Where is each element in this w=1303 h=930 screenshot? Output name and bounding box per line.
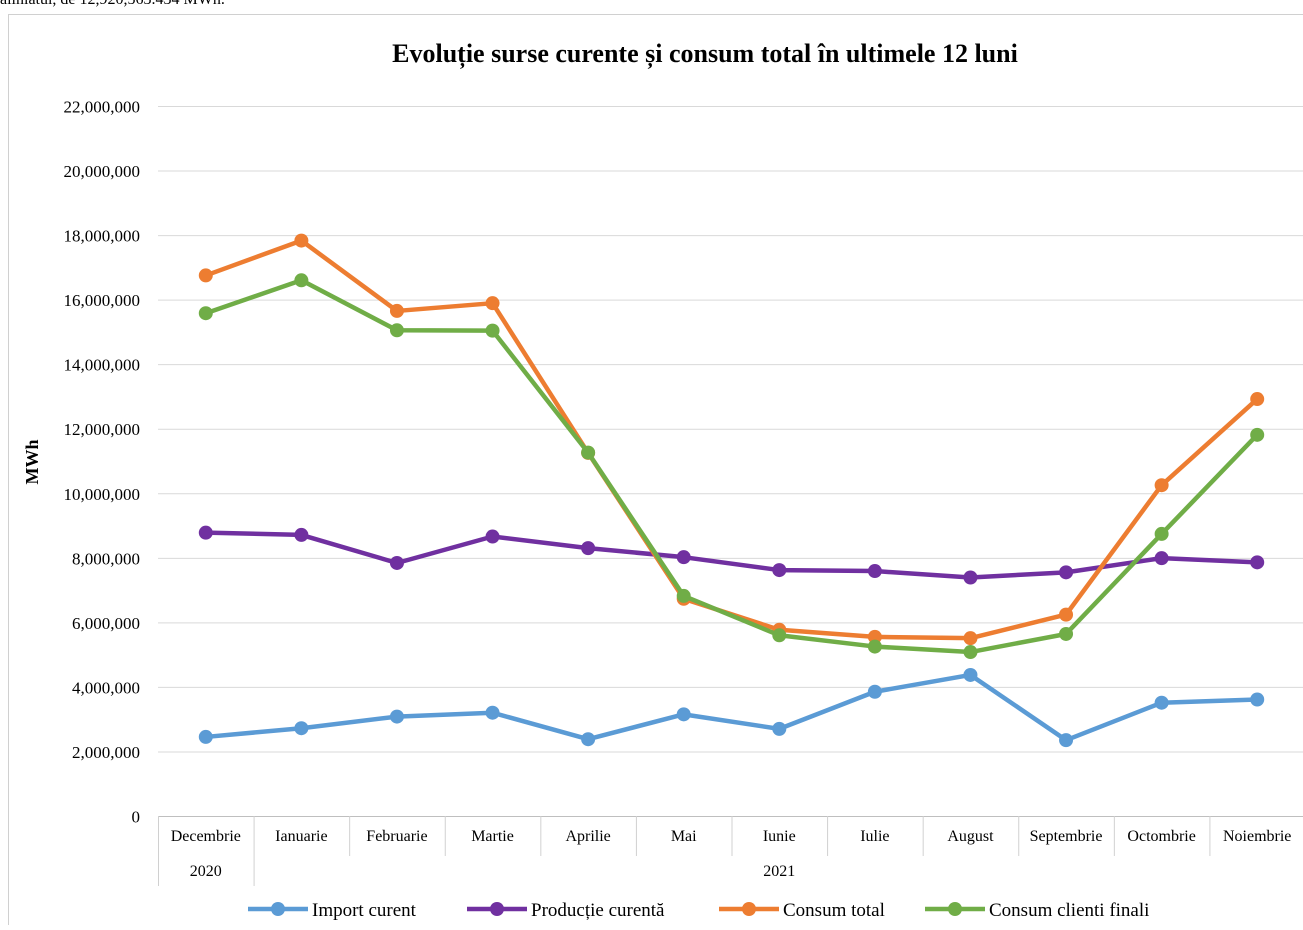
legend-label: Producție curentă bbox=[531, 900, 665, 921]
y-tick-label: 6,000,000 bbox=[72, 614, 140, 633]
data-point bbox=[486, 706, 500, 720]
gridlines bbox=[158, 107, 1303, 752]
data-point bbox=[772, 722, 786, 736]
data-point bbox=[1250, 392, 1264, 406]
y-tick-label: 16,000,000 bbox=[64, 291, 141, 310]
data-point bbox=[199, 306, 213, 320]
data-point bbox=[1059, 608, 1073, 622]
data-point bbox=[581, 732, 595, 746]
data-point bbox=[1250, 692, 1264, 706]
legend-item: Import curent bbox=[248, 900, 417, 921]
x-tick-label: Martie bbox=[471, 828, 514, 845]
data-point bbox=[677, 550, 691, 564]
x-tick-label: Aprilie bbox=[565, 828, 610, 845]
data-point bbox=[294, 273, 308, 287]
chart-title: Evoluție surse curente și consum total î… bbox=[392, 39, 1018, 69]
x-tick-label: Iulie bbox=[860, 828, 889, 845]
data-point bbox=[1250, 555, 1264, 569]
legend-item: Consum clienti finali bbox=[925, 900, 1149, 921]
legend-item: Consum total bbox=[719, 900, 885, 921]
data-point bbox=[1155, 551, 1169, 565]
series-consum-clienti-finali bbox=[199, 273, 1264, 659]
data-point bbox=[963, 645, 977, 659]
data-point bbox=[868, 685, 882, 699]
legend-label: Import curent bbox=[312, 900, 417, 921]
data-point bbox=[390, 304, 404, 318]
series-import-curent bbox=[199, 668, 1264, 747]
data-point bbox=[390, 323, 404, 337]
legend-label: Consum total bbox=[783, 900, 885, 921]
data-point bbox=[294, 234, 308, 248]
data-point bbox=[390, 710, 404, 724]
data-point bbox=[390, 556, 404, 570]
data-point bbox=[677, 707, 691, 721]
legend-swatch-marker bbox=[742, 902, 756, 916]
data-point bbox=[581, 541, 595, 555]
data-point bbox=[294, 721, 308, 735]
data-point bbox=[772, 628, 786, 642]
series-lines bbox=[199, 234, 1264, 748]
legend: Import curent Producție curentă Consum tot… bbox=[248, 900, 1149, 921]
series-consum-total bbox=[199, 234, 1264, 646]
x-tick-label: August bbox=[947, 828, 994, 845]
y-tick-label: 8,000,000 bbox=[72, 549, 140, 568]
data-point bbox=[1155, 478, 1169, 492]
y-tick-label: 18,000,000 bbox=[64, 227, 141, 246]
y-tick-label: 4,000,000 bbox=[72, 678, 140, 697]
data-point bbox=[581, 446, 595, 460]
x-tick-label: Mai bbox=[671, 828, 697, 845]
data-point bbox=[1155, 696, 1169, 710]
series-produc-ie-curent- bbox=[199, 526, 1264, 585]
data-point bbox=[199, 730, 213, 744]
year-group-label: 2020 bbox=[190, 863, 222, 880]
y-tick-label: 10,000,000 bbox=[64, 485, 141, 504]
x-tick-label: Septembrie bbox=[1030, 828, 1103, 845]
legend-swatch-marker bbox=[948, 902, 962, 916]
y-tick-label: 0 bbox=[132, 808, 141, 827]
legend-swatch-marker bbox=[271, 902, 285, 916]
data-point bbox=[1250, 428, 1264, 442]
data-point bbox=[868, 640, 882, 654]
data-point bbox=[963, 668, 977, 682]
data-point bbox=[1155, 527, 1169, 541]
x-tick-label: Noiembrie bbox=[1223, 828, 1291, 845]
data-point bbox=[199, 268, 213, 282]
x-tick-label: Octombrie bbox=[1127, 828, 1195, 845]
data-point bbox=[963, 571, 977, 585]
x-tick-label: Februarie bbox=[366, 828, 427, 845]
x-tick-label: Decembrie bbox=[171, 828, 241, 845]
y-tick-label: 20,000,000 bbox=[64, 162, 141, 181]
y-tick-label: 14,000,000 bbox=[64, 356, 141, 375]
data-point bbox=[199, 526, 213, 540]
y-tick-label: 12,000,000 bbox=[64, 420, 141, 439]
y-axis-label: MWh bbox=[22, 440, 42, 485]
data-point bbox=[1059, 565, 1073, 579]
series-line bbox=[206, 280, 1257, 652]
data-point bbox=[1059, 733, 1073, 747]
data-point bbox=[486, 296, 500, 310]
data-point bbox=[486, 530, 500, 544]
axes: 0 2,000,000 4,000,000 6,000,000 8,000,000 10,… bbox=[64, 98, 1303, 887]
year-group-label: 2021 bbox=[763, 863, 795, 880]
series-line bbox=[206, 675, 1257, 740]
y-tick-label: 2,000,000 bbox=[72, 743, 140, 762]
data-point bbox=[868, 564, 882, 578]
data-point bbox=[294, 528, 308, 542]
x-tick-label: Iunie bbox=[763, 828, 796, 845]
data-point bbox=[772, 563, 786, 577]
data-point bbox=[677, 589, 691, 603]
data-point bbox=[963, 631, 977, 645]
chart-border bbox=[9, 15, 1303, 926]
data-point bbox=[486, 324, 500, 338]
data-point bbox=[1059, 627, 1073, 641]
legend-item: Producție curentă bbox=[467, 900, 665, 921]
legend-label: Consum clienti finali bbox=[989, 900, 1149, 921]
y-tick-label: 22,000,000 bbox=[64, 98, 141, 117]
x-tick-label: Ianuarie bbox=[275, 828, 327, 845]
legend-swatch-marker bbox=[490, 902, 504, 916]
